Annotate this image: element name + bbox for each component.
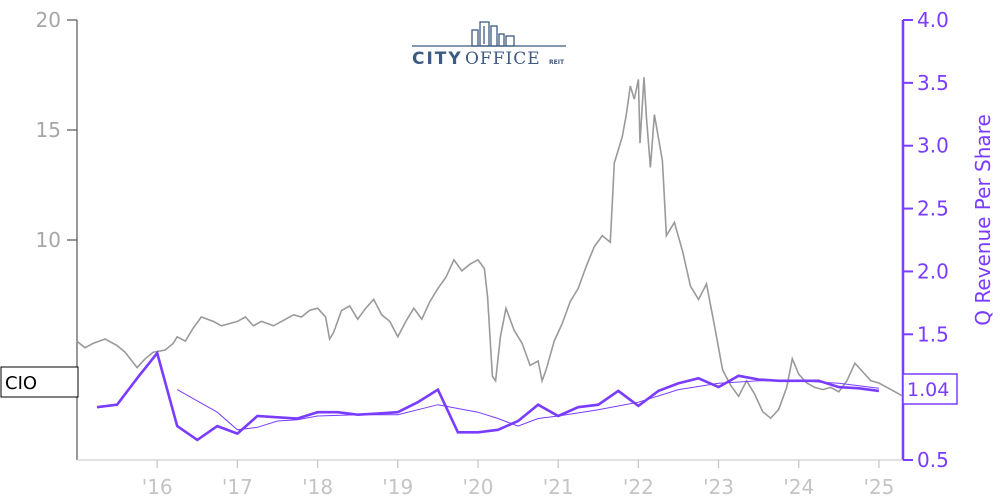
last-value-label: 1.04 bbox=[902, 373, 958, 405]
logo-reit-text: REIT bbox=[549, 59, 565, 66]
last-value-label-box bbox=[902, 373, 958, 405]
logo-office-text: OFFICE bbox=[465, 49, 541, 69]
right-tick-label: 3.0 bbox=[917, 134, 949, 158]
logo-buildings-icon bbox=[471, 21, 515, 47]
left-tick-label: 20 bbox=[36, 8, 61, 32]
x-tick-label: '19 bbox=[382, 475, 413, 499]
x-tick-label: '25 bbox=[863, 475, 894, 499]
ticker-label-box bbox=[0, 366, 79, 398]
x-tick-label: '24 bbox=[783, 475, 814, 499]
last-value-label-text: 1.04 bbox=[907, 379, 949, 401]
right-tick-label: 1.5 bbox=[917, 322, 949, 346]
ticker-label-text: CIO bbox=[5, 373, 37, 394]
x-tick-label: '23 bbox=[703, 475, 734, 499]
left-tick-label: 10 bbox=[36, 228, 61, 252]
x-axis-ticks: '16 '17 '18 '19 '20 '21 '22 '23 '24 '25 bbox=[142, 460, 894, 499]
right-axis-ticks: 0.51.01.52.02.53.03.54.0 bbox=[903, 8, 949, 472]
x-tick-label: '21 bbox=[543, 475, 574, 499]
right-tick-label: 2.5 bbox=[917, 197, 949, 221]
right-tick-label: 4.0 bbox=[917, 8, 949, 32]
revenue-series-line bbox=[96, 350, 880, 442]
x-tick-label: '16 bbox=[142, 475, 173, 499]
revenue-trend-series-line bbox=[176, 380, 879, 431]
x-tick-label: '22 bbox=[623, 475, 654, 499]
right-tick-label: 2.0 bbox=[917, 259, 949, 283]
logo-city-text: CITY bbox=[412, 49, 463, 69]
city-office-reit-logo: CITY OFFICE REIT bbox=[412, 21, 566, 69]
x-tick-label: '20 bbox=[462, 475, 493, 499]
left-axis-ticks: 10 15 20 bbox=[36, 8, 77, 252]
x-tick-label: '18 bbox=[302, 475, 333, 499]
ticker-label: CIO bbox=[0, 366, 79, 398]
right-axis-title: Q Revenue Per Share bbox=[971, 114, 995, 326]
right-tick-label: 3.5 bbox=[917, 71, 949, 95]
left-tick-label: 15 bbox=[36, 118, 61, 142]
right-tick-label: 0.5 bbox=[917, 448, 949, 472]
x-tick-label: '17 bbox=[222, 475, 253, 499]
price-series-line bbox=[76, 77, 904, 420]
